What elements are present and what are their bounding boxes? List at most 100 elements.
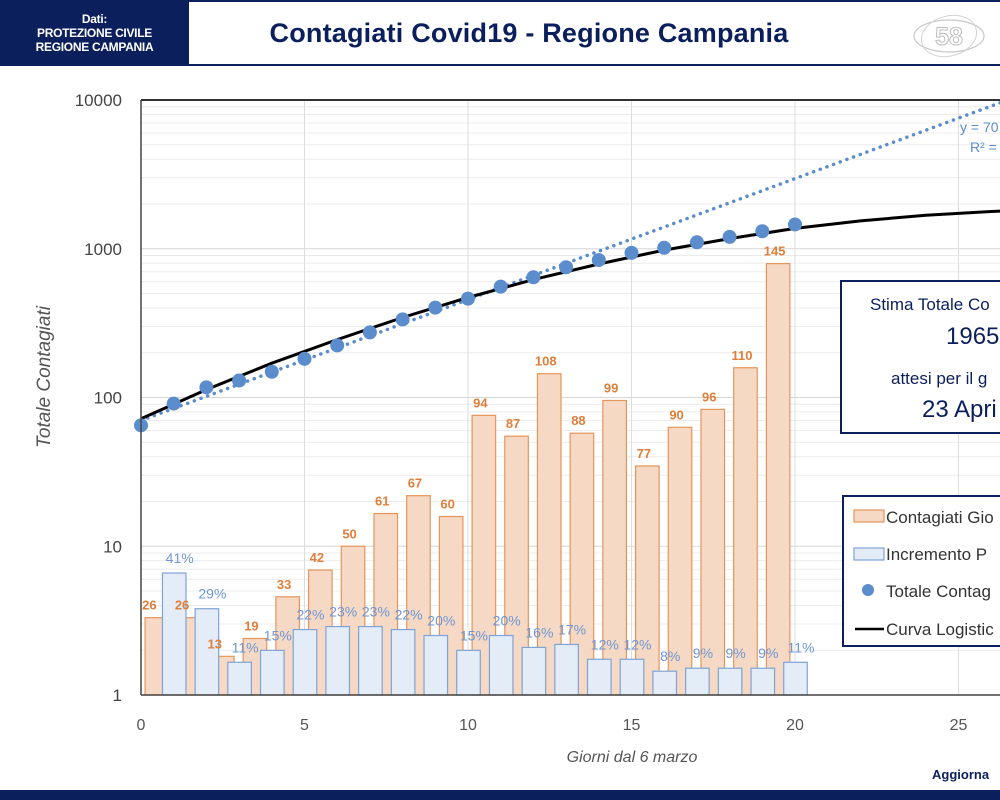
estimate-line1: Stima Totale Co — [870, 295, 990, 314]
daily-label: 13 — [208, 636, 222, 651]
total-dot — [689, 235, 704, 250]
percent-label: 12% — [623, 636, 651, 652]
logo-text: 58 — [935, 23, 963, 51]
total-dot — [362, 325, 377, 340]
daily-label: 42 — [310, 550, 324, 565]
legend-label: Contagiati Gio — [886, 508, 994, 527]
percent-label: 29% — [198, 586, 226, 602]
legend-item-percent: Incremento P — [853, 545, 987, 564]
daily-label: 99 — [604, 380, 618, 395]
percent-label: 11% — [788, 639, 815, 655]
estimate-box: Stima Totale Co 1965 attesi per il g 23 … — [840, 280, 1000, 434]
percent-bar — [717, 667, 743, 696]
percent-bar — [292, 628, 318, 696]
daily-bar — [765, 263, 791, 696]
estimate-date: 23 Apri — [922, 396, 997, 423]
source-line: PROTEZIONE CIVILE — [37, 26, 152, 40]
y-tick-label: 100 — [94, 389, 122, 408]
x-tick-label: 15 — [623, 717, 641, 734]
percent-bar — [194, 608, 220, 696]
percent-label: 8% — [660, 648, 680, 664]
percent-bar — [227, 661, 252, 696]
percent-bar — [586, 658, 612, 696]
daily-label: 90 — [669, 407, 683, 422]
total-dot — [232, 373, 247, 388]
daily-label: 61 — [375, 494, 389, 509]
percent-label: 41% — [166, 550, 194, 566]
header: Dati: PROTEZIONE CIVILE REGIONE CAMPANIA… — [0, 0, 1000, 66]
total-dot — [788, 217, 802, 232]
percent-bar — [619, 658, 645, 696]
daily-label: 108 — [535, 354, 557, 369]
percent-bar — [390, 628, 416, 696]
exponential-trendline — [139, 100, 1000, 423]
percent-bar — [783, 661, 808, 696]
daily-label: 26 — [142, 598, 156, 613]
percent-label: 15% — [460, 627, 488, 643]
percent-bar — [423, 634, 449, 696]
legend-item-logistic: Curva Logistic — [855, 620, 994, 639]
page-title: Contagiati Covid19 - Regione Campania — [269, 17, 789, 48]
percent-label: 22% — [296, 607, 324, 623]
legend-swatch-percent — [853, 547, 885, 561]
source-line: Dati: — [81, 12, 108, 26]
total-dot — [199, 380, 214, 395]
daily-label: 33 — [277, 577, 291, 592]
percent-label: 16% — [525, 624, 553, 640]
legend-swatch-daily — [853, 509, 885, 523]
total-dot — [657, 240, 672, 255]
x-tick-label: 10 — [459, 717, 477, 734]
percent-label: 9% — [758, 645, 778, 661]
daily-label: 67 — [408, 476, 422, 491]
percent-label: 9% — [693, 645, 713, 661]
total-dot — [428, 300, 443, 315]
y-tick-label: 1000 — [84, 240, 122, 259]
x-tick-label: 0 — [137, 717, 146, 734]
source-line: REGIONE CAMPANIA — [35, 40, 154, 54]
percent-bar — [456, 649, 481, 696]
percent-bar — [358, 625, 383, 696]
percent-label: 15% — [264, 627, 292, 643]
x-tick-label: 5 — [300, 717, 309, 734]
total-dot — [166, 396, 181, 411]
total-dot — [559, 260, 574, 275]
percent-bar — [325, 625, 351, 696]
y-tick-label: 1 — [113, 686, 122, 705]
trendline-r2: R² = — [970, 139, 997, 155]
total-dot — [493, 279, 508, 294]
daily-label: 87 — [506, 416, 520, 431]
total-dot — [395, 312, 410, 327]
percent-bar — [685, 667, 710, 696]
channel-logo-icon: 58 — [913, 14, 985, 58]
total-dot — [297, 351, 312, 366]
percent-label: 20% — [493, 613, 521, 629]
percent-label: 23% — [362, 604, 390, 620]
total-dot — [624, 245, 639, 260]
estimate-value: 1965 — [946, 323, 999, 350]
percent-bar — [521, 646, 547, 696]
percent-label: 9% — [725, 645, 745, 661]
y-axis-title: Totale Contagiati — [34, 305, 55, 448]
legend: Contagiati Gio Incremento P Totale Conta… — [842, 495, 1000, 647]
trendline-equation: y = 70 — [960, 119, 999, 135]
total-dot — [264, 364, 279, 379]
percent-label: 20% — [427, 613, 455, 629]
legend-swatch-total — [862, 584, 874, 596]
daily-label: 145 — [764, 244, 786, 259]
percent-label: 11% — [232, 639, 259, 655]
percent-bar — [554, 643, 579, 696]
daily-label: 94 — [473, 395, 488, 410]
legend-label: Totale Contag — [886, 582, 991, 601]
daily-label: 110 — [731, 348, 752, 363]
percent-label: 12% — [591, 636, 619, 652]
percent-bar — [750, 667, 776, 696]
footer-bar — [0, 790, 1000, 800]
estimate-line3: attesi per il g — [891, 369, 987, 388]
percent-label: 23% — [329, 604, 357, 620]
total-dot — [461, 291, 475, 306]
updated-label: Aggiorna — [932, 767, 990, 782]
total-dots — [134, 217, 802, 433]
legend-item-total: Totale Contag — [862, 582, 991, 601]
data-source-box: Dati: PROTEZIONE CIVILE REGIONE CAMPANIA — [0, 2, 189, 64]
